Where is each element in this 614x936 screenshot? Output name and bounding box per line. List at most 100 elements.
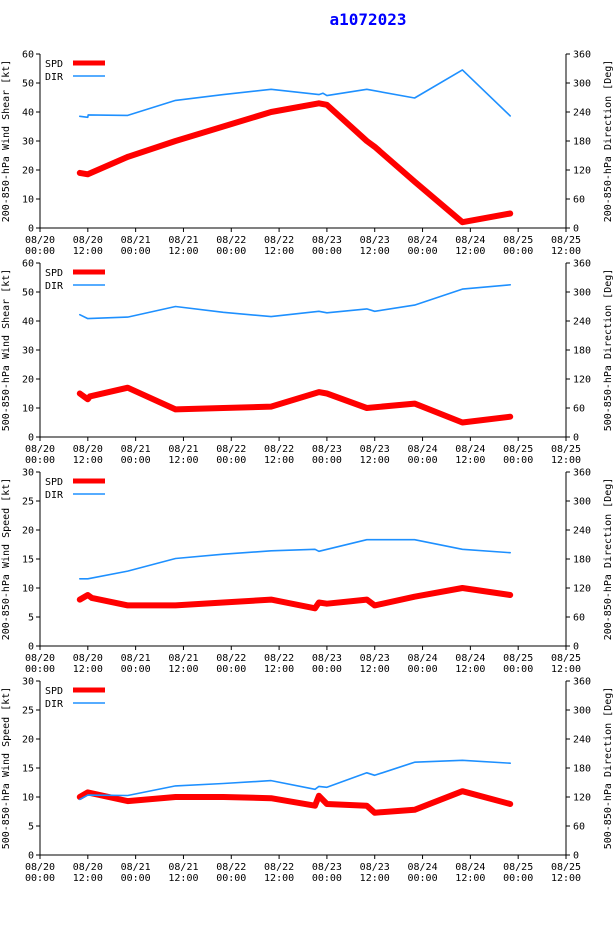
x-tick-label-time: 00:00 — [216, 664, 246, 675]
chart-panel-4: 05101520253006012018024030036008/2000:00… — [1, 677, 614, 885]
left-y-tick-label: 10 — [22, 793, 34, 804]
x-tick-label-time: 12:00 — [73, 246, 103, 257]
x-tick-label-time: 00:00 — [503, 455, 533, 466]
right-y-tick-label: 300 — [573, 706, 591, 717]
right-y-tick-label: 60 — [573, 195, 585, 206]
x-tick-label-time: 12:00 — [551, 664, 581, 675]
x-tick-label-time: 00:00 — [407, 664, 437, 675]
chart-panels: 010203040506006012018024030036008/2000:0… — [1, 50, 614, 885]
left-y-tick-label: 25 — [22, 497, 34, 508]
x-tick-label-date: 08/21 — [121, 235, 151, 246]
right-y-tick-label: 360 — [573, 259, 591, 270]
x-tick-label-time: 00:00 — [407, 455, 437, 466]
right-y-tick-label: 180 — [573, 346, 591, 357]
left-y-tick-label: 30 — [22, 468, 34, 479]
right-y-axis-label: 500-850-hPa Direction [Deg] — [603, 269, 614, 432]
x-tick-label-time: 00:00 — [216, 873, 246, 884]
x-tick-label-time: 00:00 — [216, 246, 246, 257]
right-y-tick-label: 240 — [573, 108, 591, 119]
x-tick-label-time: 12:00 — [455, 873, 485, 884]
left-y-tick-label: 60 — [22, 50, 34, 61]
legend-label-spd: SPD — [45, 686, 63, 697]
left-y-tick-label: 0 — [28, 224, 34, 235]
left-y-tick-label: 40 — [22, 317, 34, 328]
x-tick-label-date: 08/20 — [25, 444, 55, 455]
x-tick-label-date: 08/24 — [455, 862, 485, 873]
x-tick-label-date: 08/23 — [312, 235, 342, 246]
left-y-tick-label: 10 — [22, 195, 34, 206]
x-tick-label-date: 08/25 — [551, 444, 581, 455]
x-tick-label-date: 08/21 — [121, 862, 151, 873]
x-tick-label-date: 08/24 — [455, 444, 485, 455]
x-tick-label-date: 08/23 — [360, 862, 390, 873]
right-y-tick-label: 60 — [573, 404, 585, 415]
x-tick-label-date: 08/23 — [360, 444, 390, 455]
legend-label-spd: SPD — [45, 59, 63, 70]
x-tick-label-date: 08/21 — [168, 653, 198, 664]
right-y-tick-label: 360 — [573, 50, 591, 61]
dir-series-line — [79, 283, 512, 320]
x-tick-label-time: 12:00 — [168, 873, 198, 884]
x-tick-label-time: 00:00 — [312, 455, 342, 466]
left-y-tick-label: 60 — [22, 259, 34, 270]
right-y-tick-label: 240 — [573, 526, 591, 537]
x-tick-label-date: 08/22 — [264, 653, 294, 664]
x-tick-label-time: 12:00 — [551, 246, 581, 257]
left-y-tick-label: 20 — [22, 735, 34, 746]
right-y-tick-label: 0 — [573, 642, 579, 653]
dir-series-line — [79, 69, 512, 119]
x-tick-label-date: 08/20 — [25, 235, 55, 246]
x-tick-label-time: 00:00 — [25, 873, 55, 884]
x-tick-label-time: 12:00 — [73, 873, 103, 884]
x-tick-label-time: 12:00 — [264, 873, 294, 884]
left-y-tick-label: 10 — [22, 584, 34, 595]
right-y-tick-label: 300 — [573, 497, 591, 508]
x-tick-label-date: 08/24 — [455, 653, 485, 664]
x-tick-label-time: 00:00 — [312, 664, 342, 675]
spd-series-line — [76, 100, 514, 226]
x-tick-label-time: 12:00 — [360, 664, 390, 675]
figure-title: a1072023 — [329, 10, 406, 29]
x-tick-label-time: 12:00 — [168, 664, 198, 675]
x-tick-label-date: 08/23 — [312, 862, 342, 873]
x-tick-label-time: 12:00 — [455, 455, 485, 466]
left-y-tick-label: 30 — [22, 346, 34, 357]
legend-label-spd: SPD — [45, 477, 63, 488]
x-tick-label-time: 12:00 — [73, 664, 103, 675]
right-y-axis-label: 200-850-hPa Direction [Deg] — [603, 60, 614, 223]
right-y-tick-label: 60 — [573, 822, 585, 833]
x-tick-label-time: 00:00 — [503, 873, 533, 884]
x-tick-label-time: 00:00 — [503, 246, 533, 257]
x-tick-label-date: 08/22 — [264, 444, 294, 455]
x-tick-label-time: 12:00 — [455, 246, 485, 257]
x-tick-label-time: 00:00 — [503, 664, 533, 675]
x-tick-label-date: 08/21 — [121, 653, 151, 664]
x-tick-label-time: 12:00 — [264, 455, 294, 466]
dir-series-line — [79, 538, 512, 580]
left-y-tick-label: 0 — [28, 642, 34, 653]
left-y-tick-label: 50 — [22, 79, 34, 90]
x-tick-label-time: 00:00 — [121, 873, 151, 884]
x-tick-label-time: 12:00 — [264, 664, 294, 675]
dir-series-line — [79, 759, 512, 801]
x-tick-label-time: 00:00 — [121, 455, 151, 466]
x-tick-label-time: 00:00 — [121, 246, 151, 257]
spd-series-line — [76, 585, 514, 612]
right-y-tick-label: 300 — [573, 288, 591, 299]
x-tick-label-time: 00:00 — [407, 246, 437, 257]
left-y-tick-label: 20 — [22, 526, 34, 537]
x-tick-label-time: 00:00 — [25, 246, 55, 257]
x-tick-label-date: 08/21 — [168, 444, 198, 455]
right-y-tick-label: 120 — [573, 166, 591, 177]
legend-label-dir: DIR — [45, 281, 64, 292]
x-tick-label-date: 08/25 — [551, 653, 581, 664]
chart-panel-1: 010203040506006012018024030036008/2000:0… — [1, 50, 614, 258]
x-tick-label-date: 08/22 — [264, 862, 294, 873]
x-tick-label-time: 12:00 — [551, 455, 581, 466]
x-tick-label-date: 08/24 — [407, 444, 437, 455]
x-tick-label-date: 08/20 — [73, 235, 103, 246]
right-y-tick-label: 120 — [573, 584, 591, 595]
x-tick-label-time: 12:00 — [264, 246, 294, 257]
right-y-tick-label: 120 — [573, 793, 591, 804]
